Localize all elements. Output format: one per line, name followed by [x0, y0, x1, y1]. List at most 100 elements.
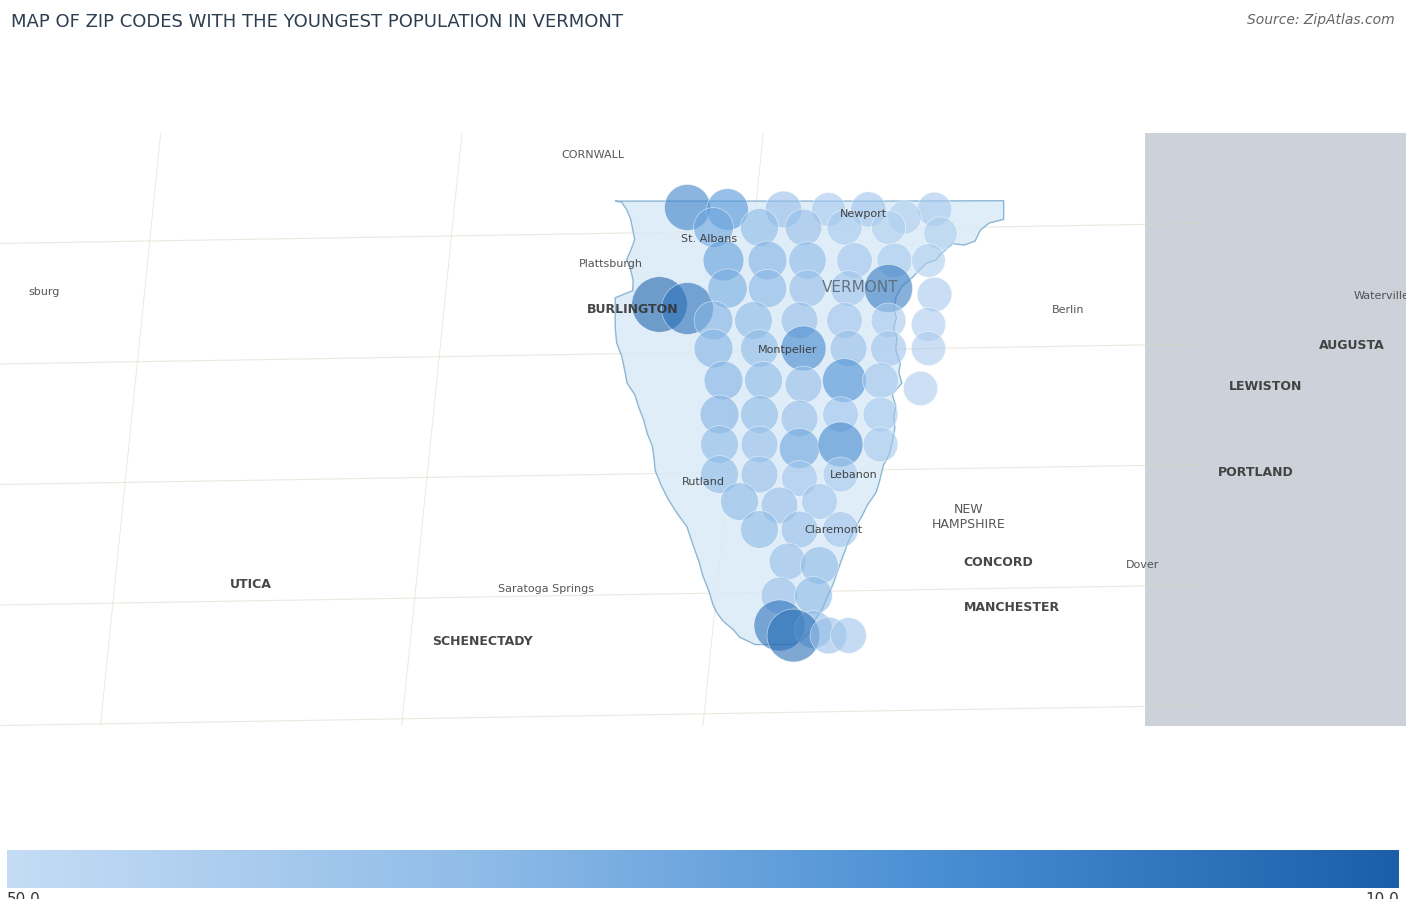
Point — [752, 373, 775, 387]
Point — [756, 253, 779, 267]
Point — [748, 467, 770, 482]
Point — [842, 253, 865, 267]
Point — [782, 628, 804, 643]
Point — [803, 622, 825, 636]
Point — [922, 287, 945, 301]
Point — [917, 341, 939, 355]
Point — [893, 210, 915, 225]
Point — [748, 407, 770, 422]
Point — [789, 471, 811, 485]
Text: PORTLAND: PORTLAND — [1218, 466, 1294, 479]
Point — [828, 437, 851, 451]
Point — [768, 588, 790, 602]
Point — [856, 202, 879, 217]
Text: Saratoga Springs: Saratoga Springs — [498, 584, 595, 594]
Point — [832, 373, 855, 387]
Point — [711, 373, 734, 387]
Text: sburg: sburg — [28, 287, 60, 297]
Point — [869, 373, 891, 387]
Point — [772, 202, 794, 217]
Point — [702, 341, 724, 355]
Point — [702, 313, 724, 327]
Polygon shape — [616, 200, 1004, 645]
Point — [748, 341, 770, 355]
Point — [711, 253, 734, 267]
Point — [837, 341, 859, 355]
Point — [716, 202, 738, 217]
Point — [756, 280, 779, 295]
Point — [792, 220, 814, 235]
Point — [917, 253, 939, 267]
Text: MAP OF ZIP CODES WITH THE YOUNGEST POPULATION IN VERMONT: MAP OF ZIP CODES WITH THE YOUNGEST POPUL… — [11, 13, 623, 31]
Point — [702, 220, 724, 235]
Point — [876, 313, 898, 327]
Point — [796, 280, 818, 295]
Text: Source: ZipAtlas.com: Source: ZipAtlas.com — [1247, 13, 1395, 28]
Point — [676, 200, 699, 215]
Point — [808, 557, 831, 572]
Point — [716, 280, 738, 295]
Point — [748, 220, 770, 235]
Text: MANCHESTER: MANCHESTER — [965, 601, 1060, 613]
Point — [828, 467, 851, 482]
Text: Dover: Dover — [1126, 560, 1160, 570]
Text: SCHENECTADY: SCHENECTADY — [432, 635, 533, 647]
Point — [869, 407, 891, 422]
Text: AUGUSTA: AUGUSTA — [1319, 340, 1385, 352]
Text: Plattsburgh: Plattsburgh — [579, 259, 643, 269]
Text: NEW
HAMPSHIRE: NEW HAMPSHIRE — [931, 503, 1005, 530]
Point — [707, 407, 730, 422]
Point — [876, 341, 898, 355]
Point — [908, 381, 931, 396]
Point — [917, 316, 939, 331]
Point — [776, 554, 799, 568]
Text: 50.0: 50.0 — [7, 892, 41, 899]
Point — [792, 341, 814, 355]
Point — [748, 437, 770, 451]
Text: Rutland: Rutland — [682, 477, 724, 487]
Point — [922, 202, 945, 217]
Text: VERMONT: VERMONT — [821, 280, 898, 295]
Text: St. Albans: St. Albans — [681, 235, 737, 245]
Point — [883, 253, 905, 267]
Text: Montpelier: Montpelier — [758, 345, 817, 355]
Point — [817, 202, 839, 217]
Text: LEWISTON: LEWISTON — [1229, 379, 1302, 393]
Point — [828, 521, 851, 536]
Text: Waterville: Waterville — [1354, 290, 1406, 300]
Point — [803, 588, 825, 602]
Point — [837, 280, 859, 295]
Text: Claremont: Claremont — [804, 525, 863, 535]
Text: UTICA: UTICA — [231, 578, 271, 592]
Point — [876, 220, 898, 235]
Point — [832, 313, 855, 327]
Text: CORNWALL: CORNWALL — [561, 150, 624, 160]
Text: 10.0: 10.0 — [1365, 892, 1399, 899]
Point — [676, 300, 699, 315]
Bar — [1144, 133, 1406, 725]
Point — [817, 628, 839, 643]
Point — [742, 313, 765, 327]
Point — [789, 441, 811, 456]
Point — [869, 437, 891, 451]
Point — [929, 227, 952, 241]
Point — [808, 494, 831, 508]
Point — [748, 521, 770, 536]
Text: CONCORD: CONCORD — [963, 556, 1033, 569]
Point — [707, 437, 730, 451]
Point — [792, 377, 814, 391]
Text: Newport: Newport — [841, 209, 887, 219]
Point — [837, 628, 859, 643]
Point — [876, 280, 898, 295]
Point — [789, 411, 811, 425]
Point — [768, 618, 790, 632]
Point — [796, 253, 818, 267]
Text: BURLINGTON: BURLINGTON — [586, 303, 679, 316]
Point — [832, 220, 855, 235]
Point — [728, 494, 751, 508]
Point — [789, 521, 811, 536]
Point — [648, 297, 671, 311]
Point — [768, 497, 790, 512]
Text: Lebanon: Lebanon — [830, 470, 877, 480]
Point — [707, 467, 730, 482]
